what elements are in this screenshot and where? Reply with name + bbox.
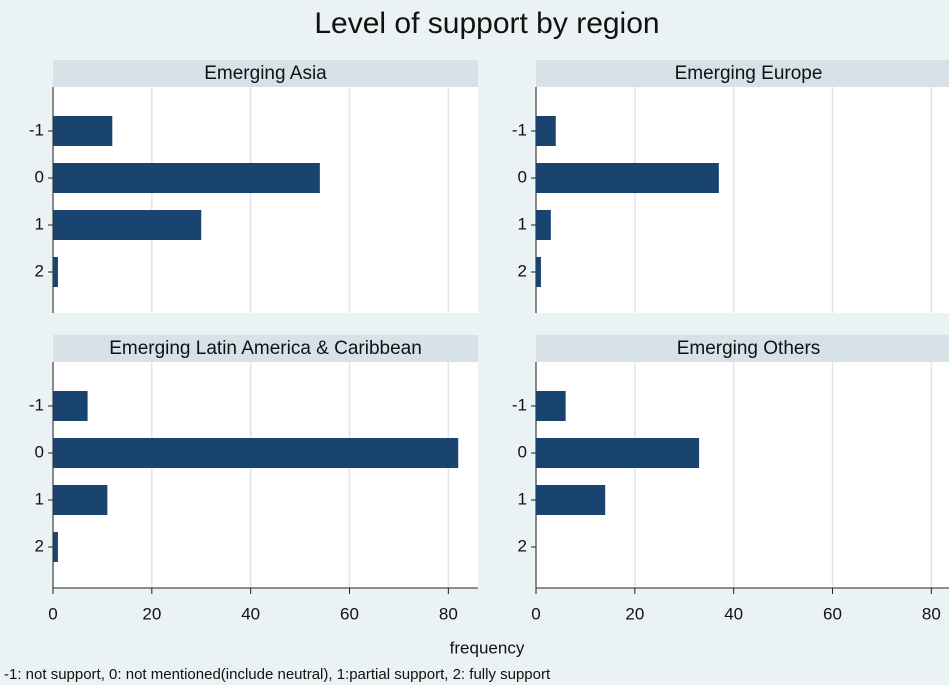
- bar: [536, 391, 566, 421]
- y-tick-label: 0: [35, 442, 44, 461]
- panel-title: Emerging Asia: [204, 63, 327, 84]
- bar: [536, 485, 606, 515]
- y-tick-label: -1: [512, 120, 527, 139]
- x-axis-label: frequency: [450, 638, 525, 657]
- y-tick-label: 1: [35, 214, 44, 233]
- x-tick-label: 0: [531, 604, 540, 623]
- x-tick-label: 80: [922, 604, 941, 623]
- bar: [536, 210, 551, 240]
- bar: [53, 116, 113, 146]
- x-tick-label: 60: [340, 604, 359, 623]
- x-tick-label: 40: [724, 604, 743, 623]
- plot-area: [53, 87, 478, 313]
- bar: [536, 438, 700, 468]
- y-tick-label: 2: [35, 261, 44, 280]
- y-tick-label: 0: [35, 167, 44, 186]
- x-tick-label: 40: [241, 604, 260, 623]
- x-tick-label: 0: [48, 604, 57, 623]
- bar: [53, 257, 58, 287]
- y-tick-label: -1: [512, 395, 527, 414]
- panel-title: Emerging Latin America & Caribbean: [109, 338, 422, 359]
- y-tick-label: -1: [29, 395, 44, 414]
- x-tick-label: 60: [823, 604, 842, 623]
- y-tick-label: 2: [518, 536, 527, 555]
- bar: [53, 210, 202, 240]
- strip: [536, 60, 949, 87]
- panel-title: Emerging Europe: [675, 63, 823, 84]
- y-tick-label: 1: [518, 489, 527, 508]
- plot-area: [536, 362, 949, 588]
- y-tick-label: 0: [518, 442, 527, 461]
- y-tick-label: 2: [35, 536, 44, 555]
- strip: [53, 60, 478, 87]
- bar: [53, 532, 58, 562]
- y-tick-label: 0: [518, 167, 527, 186]
- y-tick-label: 1: [518, 214, 527, 233]
- x-tick-label: 20: [142, 604, 161, 623]
- bar: [536, 257, 541, 287]
- x-tick-label: 80: [439, 604, 458, 623]
- bar: [53, 163, 320, 193]
- note: -1: not support, 0: not mentioned(includ…: [4, 666, 551, 683]
- strip: [53, 335, 478, 362]
- bar: [53, 391, 88, 421]
- strip: [536, 335, 949, 362]
- plot-area: [53, 362, 478, 588]
- chart-title: Level of support by region: [314, 7, 659, 40]
- panel-title: Emerging Others: [677, 338, 821, 359]
- bar: [536, 116, 556, 146]
- plot-area: [536, 87, 949, 313]
- bar: [53, 485, 108, 515]
- y-tick-label: 2: [518, 261, 527, 280]
- bar: [536, 163, 719, 193]
- y-tick-label: -1: [29, 120, 44, 139]
- bar: [53, 438, 459, 468]
- x-tick-label: 20: [625, 604, 644, 623]
- y-tick-label: 1: [35, 489, 44, 508]
